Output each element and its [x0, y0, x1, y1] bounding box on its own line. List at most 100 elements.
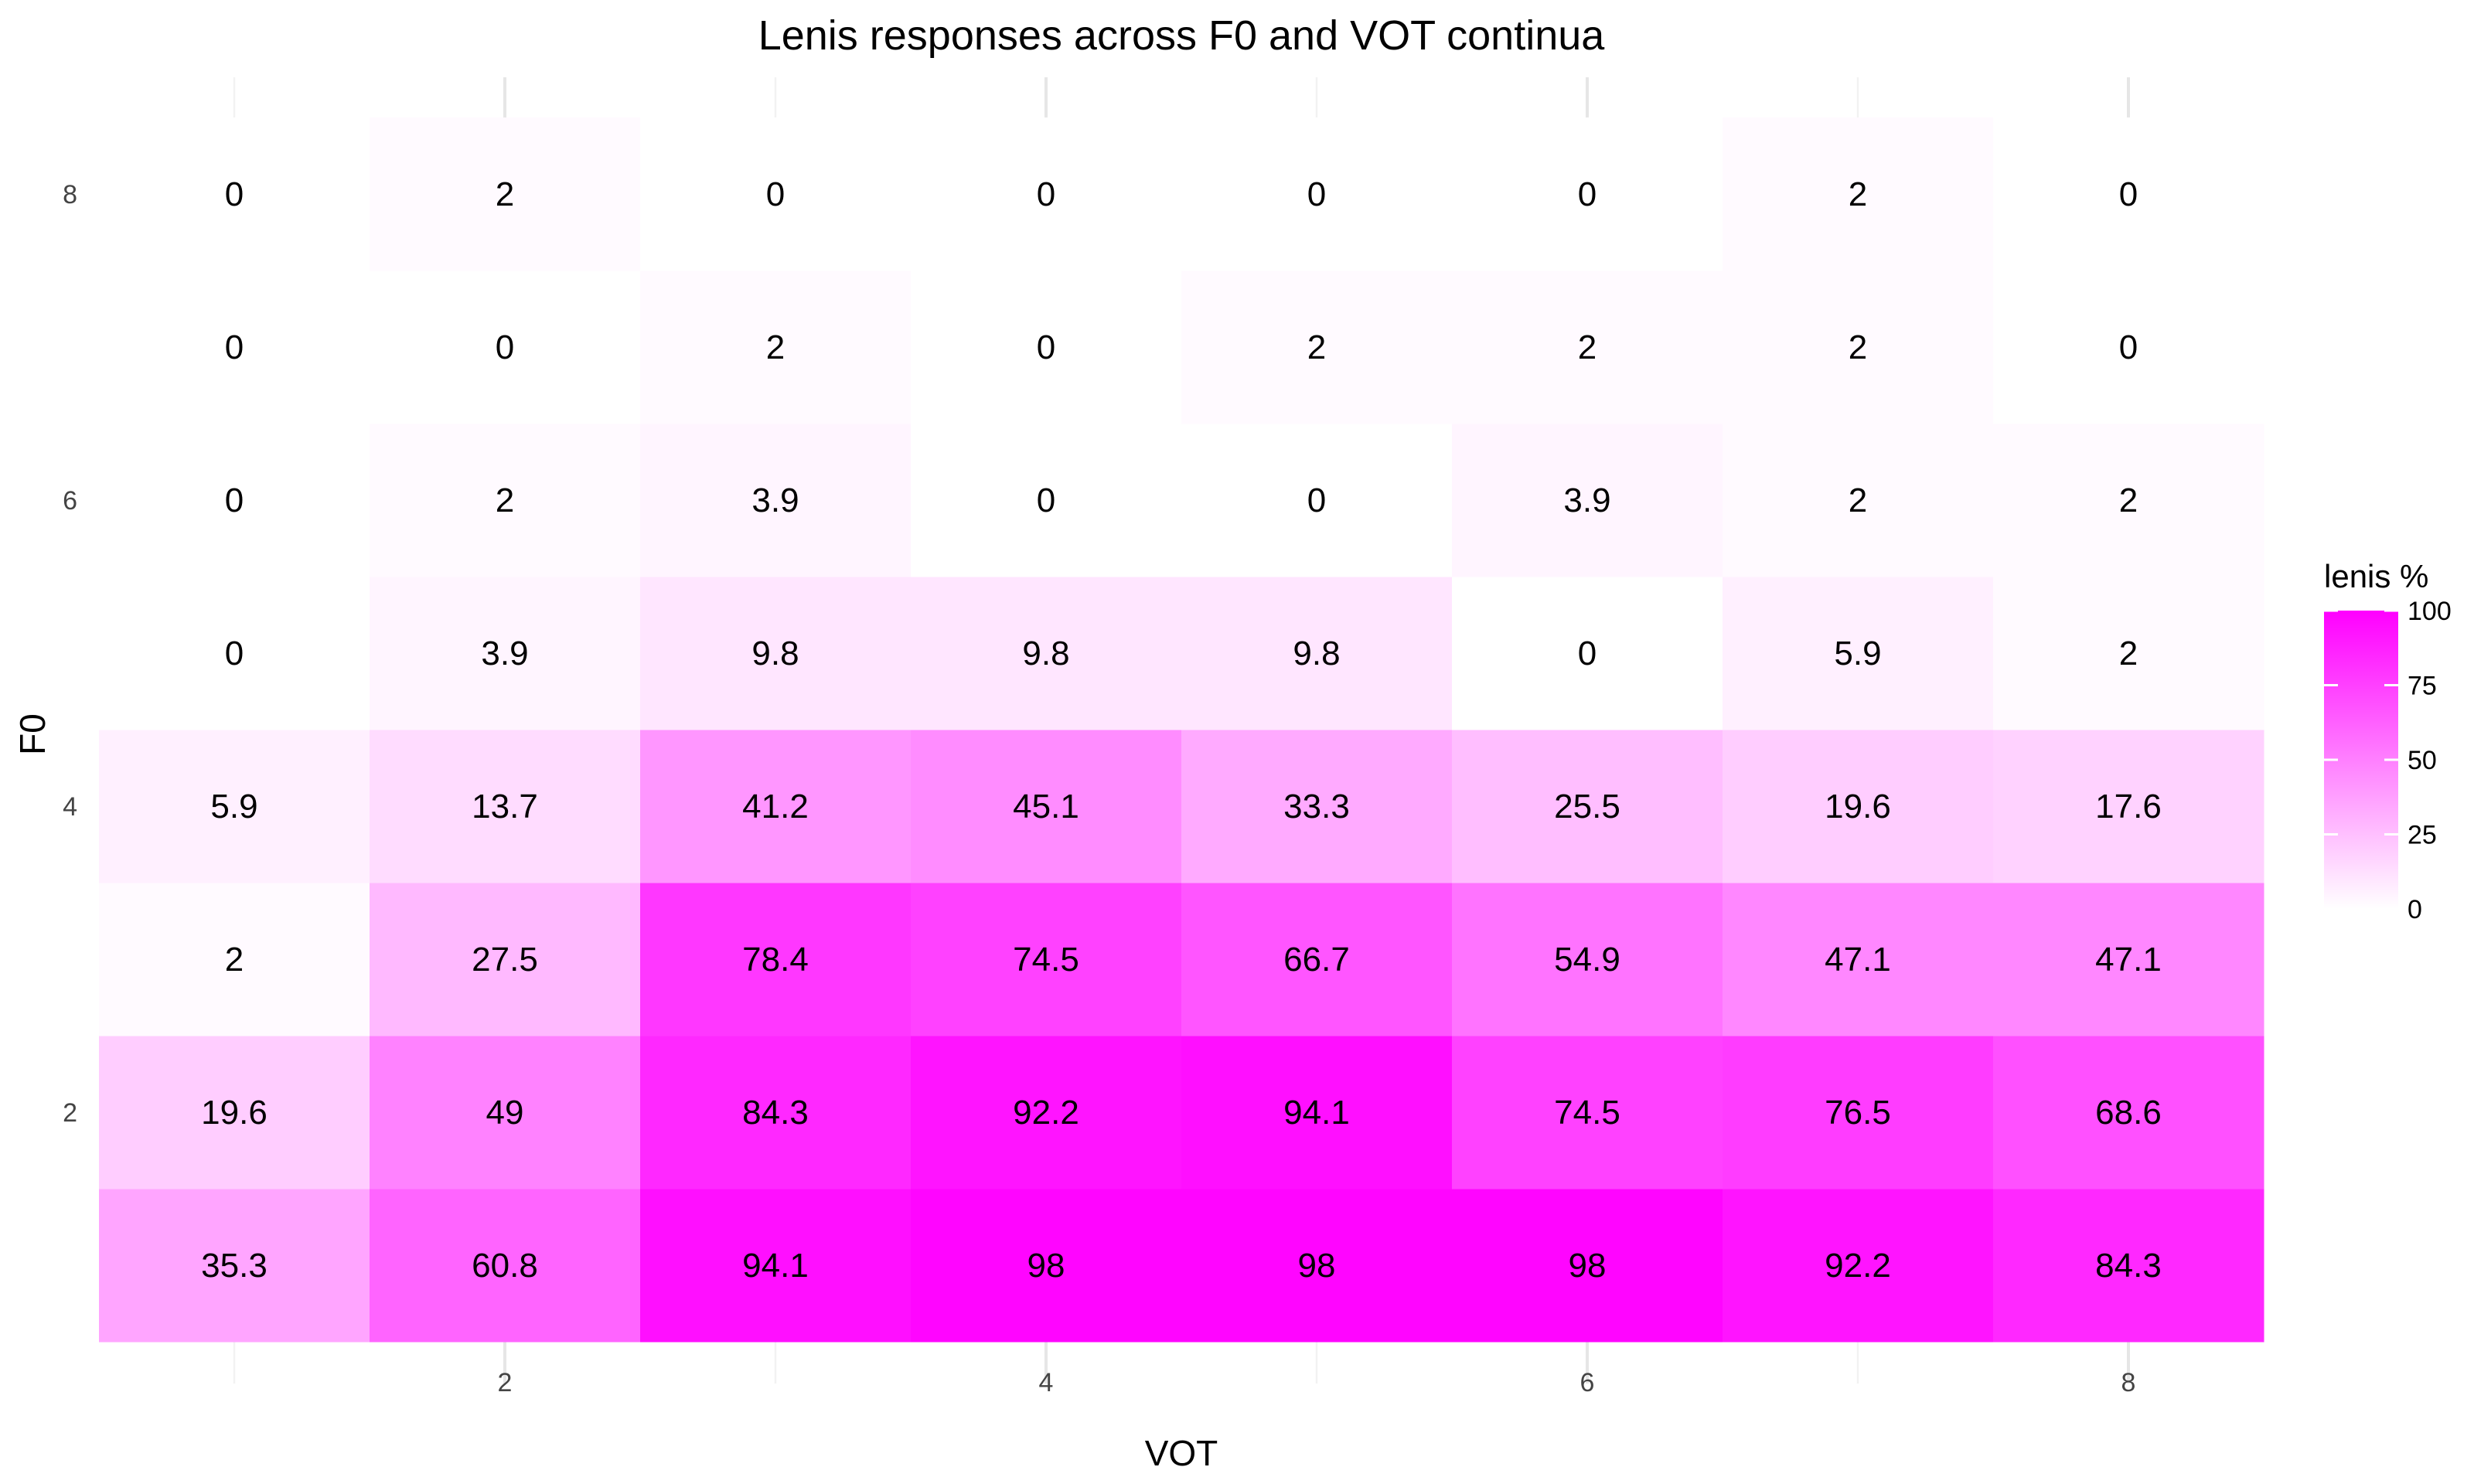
- cell-value-label: 68.6: [2095, 1094, 2162, 1132]
- heatmap-cell: [640, 1189, 912, 1343]
- heatmap-cell: [1452, 577, 1723, 730]
- cell-value-label: 78.4: [742, 941, 809, 979]
- heatmap-cell: [1181, 577, 1453, 730]
- y-axis-title: F0: [12, 713, 53, 755]
- cell-value-label: 84.3: [2095, 1247, 2162, 1285]
- heatmap-cell: [1181, 271, 1453, 424]
- heatmap-cell: [1723, 117, 1994, 271]
- cell-value-label: 94.1: [1283, 1094, 1350, 1132]
- heatmap-cell: [640, 424, 912, 577]
- y-axis-ticks: 2 4 6 8: [63, 180, 77, 1128]
- x-axis-title: VOT: [1145, 1433, 1218, 1473]
- cell-value-label: 0: [1578, 635, 1597, 672]
- heatmap-cell: [1723, 1036, 1994, 1190]
- heatmap-cell: [370, 424, 641, 577]
- heatmap-cell: [640, 577, 912, 730]
- heatmap-cell: [911, 1036, 1182, 1190]
- y-tick-label: 4: [63, 792, 77, 822]
- heatmap-cell: [370, 117, 641, 271]
- legend-tick-label: 100: [2408, 597, 2452, 626]
- legend-title: lenis %: [2324, 558, 2428, 594]
- x-tick-label: 4: [1039, 1368, 1054, 1397]
- heatmap-cell: [1181, 1189, 1453, 1343]
- heatmap-cell: [1993, 271, 2264, 424]
- heatmap-cell: [99, 271, 370, 424]
- cell-value-label: 98: [1027, 1247, 1065, 1285]
- heatmap-cell: [1452, 1189, 1723, 1343]
- cell-value-label: 47.1: [2095, 941, 2162, 979]
- heatmap-cell: [1181, 730, 1453, 883]
- cell-value-label: 0: [2119, 328, 2138, 366]
- heatmap-cell: [640, 883, 912, 1036]
- cell-value-label: 3.9: [481, 635, 528, 672]
- y-tick-label: 6: [63, 486, 77, 516]
- cell-value-label: 9.8: [1293, 635, 1340, 672]
- heatmap-cell: [640, 271, 912, 424]
- cell-value-label: 2: [1849, 175, 1867, 213]
- cell-value-label: 19.6: [1825, 788, 1891, 825]
- cell-value-label: 92.2: [1825, 1247, 1891, 1285]
- cell-value-label: 5.9: [1834, 635, 1881, 672]
- cell-value-label: 2: [1578, 328, 1597, 366]
- color-legend: lenis % 0 25 50 75 100: [2324, 558, 2452, 924]
- cell-value-label: 2: [1307, 328, 1326, 366]
- cell-value-label: 0: [1307, 482, 1326, 519]
- heatmap-cell: [370, 883, 641, 1036]
- cell-value-label: 2: [1849, 482, 1867, 519]
- cell-value-label: 17.6: [2095, 788, 2162, 825]
- heatmap-cell: [99, 424, 370, 577]
- cell-value-label: 33.3: [1283, 788, 1350, 825]
- heatmap-cell: [911, 883, 1182, 1036]
- heatmap-cell: [1181, 117, 1453, 271]
- cell-value-label: 84.3: [742, 1094, 809, 1132]
- cell-value-label: 98: [1569, 1247, 1607, 1285]
- heatmap-cell: [1723, 730, 1994, 883]
- heatmap-cell: [1993, 1036, 2264, 1190]
- heatmap-cell: [911, 577, 1182, 730]
- x-tick-label: 6: [1580, 1368, 1595, 1397]
- heatmap-cell: [1723, 883, 1994, 1036]
- cell-value-label: 2: [2119, 635, 2138, 672]
- heatmap-cell: [1993, 883, 2264, 1036]
- cell-value-label: 0: [1037, 328, 1055, 366]
- heatmap-cell: [911, 117, 1182, 271]
- legend-tick-label: 25: [2408, 821, 2437, 850]
- heatmap-cell: [911, 271, 1182, 424]
- cell-value-label: 49: [486, 1094, 524, 1132]
- cell-value-label: 0: [2119, 175, 2138, 213]
- legend-tick-label: 75: [2408, 672, 2437, 701]
- heatmap-cell: [370, 1036, 641, 1190]
- cell-value-label: 98: [1298, 1247, 1336, 1285]
- heatmap-cell: [99, 117, 370, 271]
- cell-value-label: 0: [1037, 482, 1055, 519]
- cell-value-label: 25.5: [1554, 788, 1620, 825]
- chart-title: Lenis responses across F0 and VOT contin…: [758, 12, 1606, 59]
- x-tick-label: 8: [2121, 1368, 2136, 1397]
- heatmap-cell: [1181, 883, 1453, 1036]
- heatmap-cell: [1181, 424, 1453, 577]
- heatmap-cell: [1452, 117, 1723, 271]
- heatmap-cell: [99, 1036, 370, 1190]
- heatmap-cell: [99, 1189, 370, 1343]
- cell-value-label: 54.9: [1554, 941, 1620, 979]
- cell-value-label: 76.5: [1825, 1094, 1891, 1132]
- cell-value-labels: 35.3 60.8 94.1 98 98 98 92.2 84.3 19.6 49 84.3 92.2…: [201, 175, 2162, 1285]
- cell-value-label: 2: [496, 175, 514, 213]
- y-tick-label: 8: [63, 180, 77, 209]
- heatmap-cell: [911, 730, 1182, 883]
- heatmap-cell: [99, 577, 370, 730]
- heatmap-cell: [640, 117, 912, 271]
- cell-value-label: 66.7: [1283, 941, 1350, 979]
- cell-value-label: 3.9: [751, 482, 799, 519]
- heatmap-cell: [370, 1189, 641, 1343]
- cell-value-label: 2: [2119, 482, 2138, 519]
- cell-value-label: 0: [1578, 175, 1597, 213]
- cell-value-label: 47.1: [1825, 941, 1891, 979]
- cell-value-label: 2: [766, 328, 785, 366]
- cell-value-label: 92.2: [1013, 1094, 1079, 1132]
- heatmap-cell: [1452, 424, 1723, 577]
- cell-value-label: 13.7: [472, 788, 538, 825]
- cell-value-label: 2: [1849, 328, 1867, 366]
- heatmap-cell: [911, 424, 1182, 577]
